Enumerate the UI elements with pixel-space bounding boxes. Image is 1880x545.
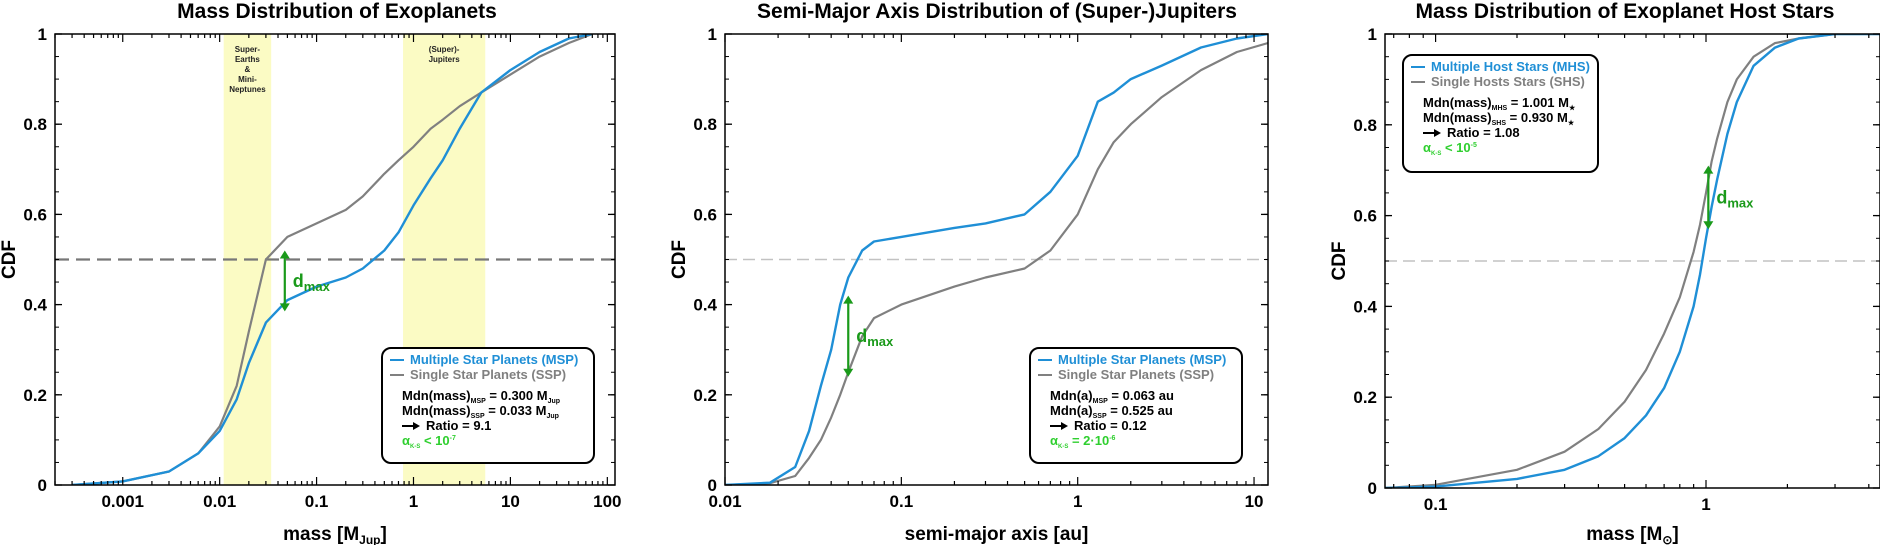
- dmax-label: dmax: [293, 271, 331, 294]
- x-tick-label: 10: [501, 492, 520, 511]
- y-tick-label: 0.2: [1353, 388, 1377, 407]
- highlight-label: &: [245, 65, 251, 74]
- legend-ratio: Ratio = 9.1: [426, 418, 491, 433]
- highlight-label: Mini-: [238, 75, 257, 84]
- dmax-label: dmax: [856, 326, 894, 349]
- ratio-arrowhead: [1061, 422, 1068, 430]
- x-tick-label: 0.001: [101, 492, 144, 511]
- chart-title: Mass Distribution of Exoplanet Host Star…: [1416, 0, 1835, 23]
- series-line-msp: [72, 34, 593, 485]
- x-tick-label: 10: [1245, 492, 1264, 511]
- dmax-arrowhead-top: [279, 250, 290, 259]
- legend-box: [381, 347, 595, 464]
- y-tick-label: 0.2: [23, 386, 47, 405]
- y-tick-label: 0: [38, 476, 47, 495]
- legend-entry: Multiple Host Stars (MHS): [1431, 59, 1590, 74]
- dmax-arrowhead-bottom: [1703, 221, 1714, 230]
- x-tick-label: 0.1: [305, 492, 329, 511]
- x-axis-label: mass [MJup]: [283, 524, 387, 545]
- y-tick-label: 1: [1368, 25, 1377, 44]
- y-tick-label: 0: [708, 476, 717, 495]
- legend-stat: Mdn(a)MSP = 0.063 au: [1050, 388, 1174, 405]
- series-line-ssp: [725, 41, 1268, 485]
- legend-stat: Mdn(a)SSP = 0.525 au: [1050, 403, 1173, 420]
- legend-alpha: αK-S < 10-7: [402, 433, 456, 450]
- legend-ratio: Ratio = 1.08: [1447, 125, 1520, 140]
- legend-stat: Mdn(mass)SHS = 0.930 M★: [1423, 110, 1575, 127]
- legend: Multiple Star Planets (MSP)Single Star P…: [1029, 347, 1243, 464]
- legend-entry: Multiple Star Planets (MSP): [1058, 352, 1226, 367]
- y-tick-label: 0: [1368, 479, 1377, 498]
- chart-title: Mass Distribution of Exoplanets: [177, 0, 497, 23]
- highlight-label: Super-: [235, 45, 261, 54]
- y-tick-label: 0.4: [1353, 297, 1377, 316]
- dmax-arrowhead-bottom: [843, 368, 854, 377]
- legend-entry: Multiple Star Planets (MSP): [410, 352, 578, 367]
- dmax-label: dmax: [1716, 187, 1754, 210]
- series-line-msp: [1385, 34, 1880, 488]
- x-tick-label: 1: [1701, 495, 1710, 514]
- x-tick-label: 1: [409, 492, 418, 511]
- legend-entry: Single Hosts Stars (SHS): [1431, 74, 1585, 89]
- y-axis-label: CDF: [669, 240, 690, 279]
- series-line-msp: [725, 34, 1268, 485]
- y-tick-label: 0.4: [23, 296, 47, 315]
- x-tick-label: 0.1: [1424, 495, 1448, 514]
- y-tick-label: 1: [708, 25, 717, 44]
- y-tick-label: 0.8: [693, 115, 717, 134]
- chart-panel-1: Super-Earths&Mini-Neptunes (Super)-Jupite…: [0, 0, 622, 545]
- legend-stat: Mdn(mass)MSP = 0.300 MJup: [402, 388, 560, 405]
- highlight-label: Earths: [235, 55, 260, 64]
- y-axis-label: CDF: [0, 240, 20, 279]
- legend-ratio: Ratio = 0.12: [1074, 418, 1147, 433]
- y-tick-label: 1: [38, 25, 47, 44]
- legend-stat: Mdn(mass)MHS = 1.001 M★: [1423, 95, 1576, 112]
- y-tick-label: 0.6: [1353, 207, 1377, 226]
- y-tick-label: 0.4: [693, 296, 717, 315]
- legend-stat: Mdn(mass)SSP = 0.033 MJup: [402, 403, 559, 420]
- legend: Multiple Star Planets (MSP)Single Star P…: [381, 347, 595, 464]
- chart-panel-3: dmax 0 0.2 0.4 0.6 0.8 1 0.1 1 Mass Distribution …: [1329, 0, 1880, 545]
- y-axis-label: CDF: [1329, 241, 1350, 280]
- x-tick-label: 0.01: [708, 492, 741, 511]
- dmax-arrowhead-top: [1703, 165, 1714, 174]
- x-tick-label: 100: [593, 492, 621, 511]
- legend-alpha: αK-S = 2·10-6: [1050, 433, 1116, 450]
- y-tick-label: 0.2: [693, 386, 717, 405]
- y-tick-label: 0.6: [23, 205, 47, 224]
- legend: Multiple Host Stars (MHS)Single Hosts St…: [1402, 54, 1599, 173]
- highlight-label: (Super)-: [429, 45, 460, 54]
- ratio-arrowhead: [1434, 129, 1441, 137]
- y-tick-label: 0.6: [693, 205, 717, 224]
- y-tick-label: 0.8: [1353, 116, 1377, 135]
- series-line-ssp: [1385, 34, 1880, 488]
- chart-title: Semi-Major Axis Distribution of (Super-)…: [757, 0, 1237, 23]
- legend-entry: Single Star Planets (SSP): [410, 367, 566, 382]
- x-tick-label: 0.01: [203, 492, 236, 511]
- legend-box: [1402, 54, 1599, 173]
- ratio-arrowhead: [413, 422, 420, 430]
- highlight-label: Neptunes: [229, 85, 266, 94]
- legend-box: [1029, 347, 1243, 464]
- dmax-arrowhead-top: [843, 295, 854, 304]
- y-tick-label: 0.8: [23, 115, 47, 134]
- chart-panel-2: dmax 0 0.2 0.4 0.6 0.8 1 0.01 0.1 1 10 Semi-Major A…: [669, 0, 1269, 545]
- legend-entry: Single Star Planets (SSP): [1058, 367, 1214, 382]
- x-axis-label: semi-major axis [au]: [905, 524, 1089, 545]
- dmax-arrowhead-bottom: [279, 303, 290, 312]
- x-tick-label: 1: [1073, 492, 1082, 511]
- legend-alpha: αK-S < 10-5: [1423, 140, 1477, 157]
- x-tick-label: 0.1: [890, 492, 914, 511]
- x-axis-label: mass [M⊙]: [1586, 524, 1678, 545]
- highlight-label: Jupiters: [429, 55, 461, 64]
